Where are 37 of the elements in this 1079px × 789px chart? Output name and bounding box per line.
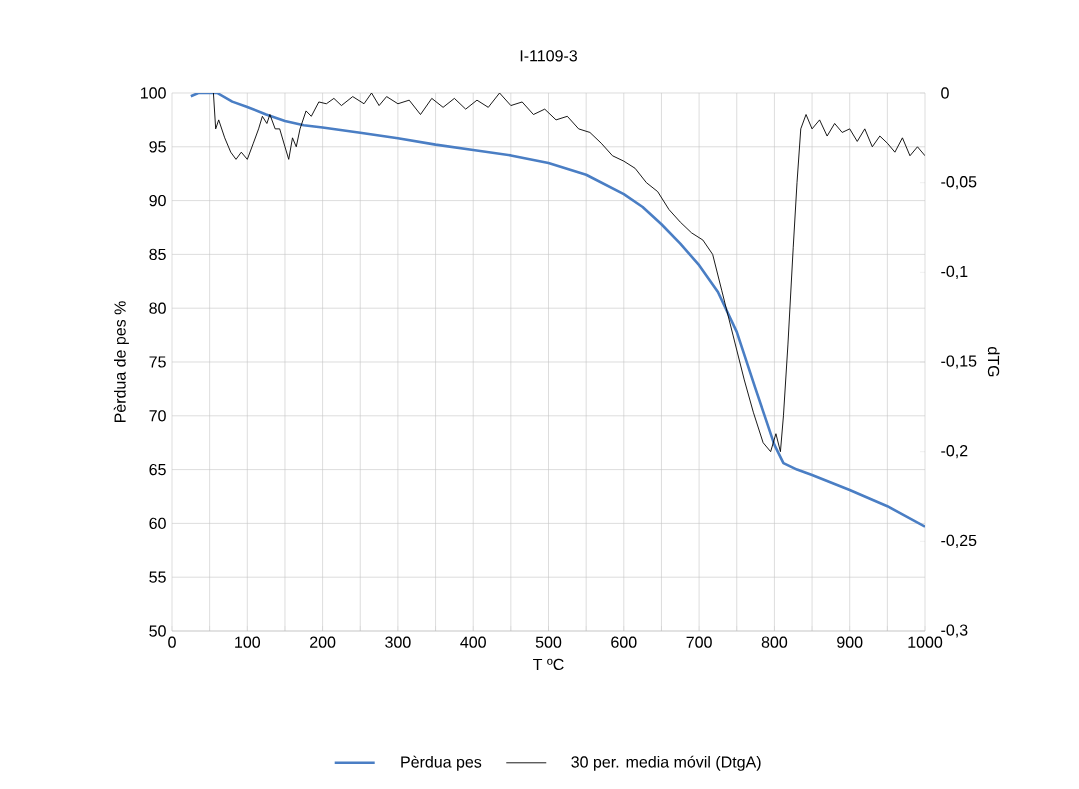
x-tick-label: 800	[761, 636, 788, 648]
legend-label: Pèrdua pes	[401, 755, 482, 771]
x-tick-label: 0	[168, 636, 176, 648]
x-tick-label: 200	[310, 636, 336, 648]
y2-tick-label: -0,25	[941, 534, 977, 548]
x-tick-label: 400	[460, 636, 486, 648]
y-tick-label: 85	[149, 248, 166, 261]
y-tick-label: 70	[149, 410, 166, 422]
x-tick-label: 1000	[908, 636, 943, 648]
y2-tick-label: -0,05	[941, 176, 977, 190]
y-tick-label: 95	[149, 141, 166, 153]
legend-label: 30 per. media móvil (DtgA)	[571, 755, 761, 771]
x-axis-title: T ºC	[533, 658, 564, 671]
chart-title: I-1109-3	[520, 50, 578, 62]
y-tick-label: 55	[149, 571, 166, 583]
y2-tick-label: -0,15	[941, 355, 977, 369]
x-tick-label: 500	[535, 636, 562, 648]
x-tick-label: 700	[686, 636, 712, 648]
y-tick-label: 100	[140, 87, 166, 99]
line-series	[189, 92, 926, 528]
y-tick-label: 50	[149, 625, 166, 637]
y-tick-label: 75	[149, 356, 166, 368]
y-axis-title: Pèrdua de pes %	[113, 301, 129, 423]
y2-tick-label: -0,2	[941, 445, 968, 459]
y-tick-label: 60	[149, 517, 166, 530]
line-series	[212, 92, 926, 453]
y2-tick-label: 0	[941, 87, 949, 99]
y-tick-label: 65	[149, 463, 166, 476]
x-tick-label: 100	[235, 636, 261, 648]
x-tick-label: 600	[611, 636, 637, 648]
y2-tick-label: -0,1	[941, 265, 968, 279]
x-tick-label: 900	[837, 636, 863, 648]
y2-axis-title: dTG	[987, 347, 1000, 377]
y2-tick-label: -0,3	[941, 624, 968, 638]
x-tick-label: 300	[385, 636, 411, 648]
y-tick-label: 90	[149, 194, 166, 207]
y-tick-label: 80	[149, 302, 166, 314]
